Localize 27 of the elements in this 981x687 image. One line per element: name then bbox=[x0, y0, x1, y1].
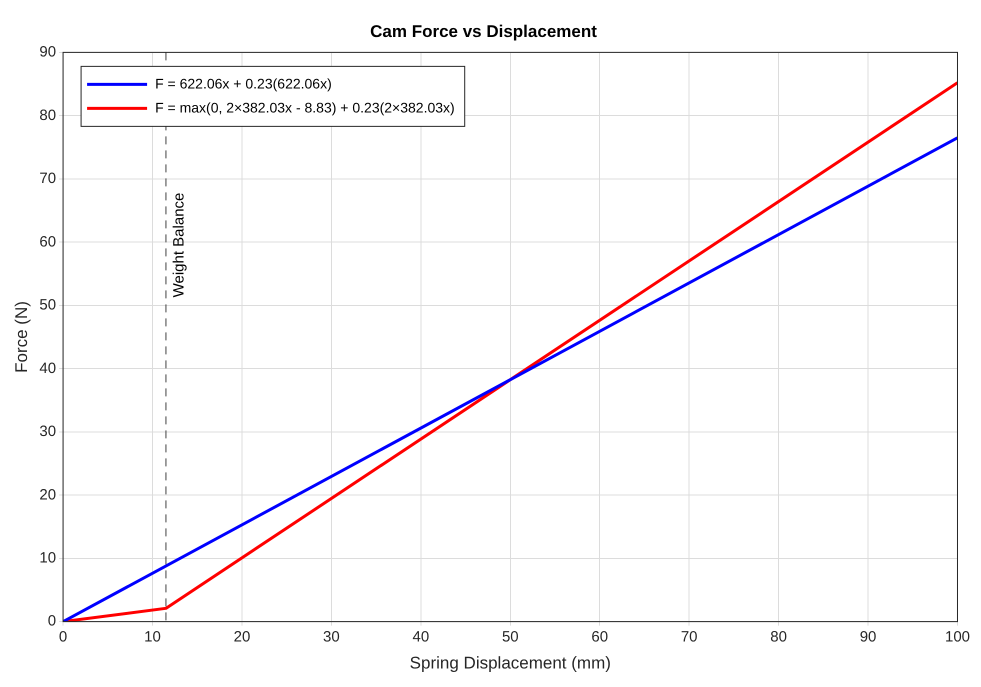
x-axis-title: Spring Displacement (mm) bbox=[410, 653, 611, 672]
legend-label: F = max(0, 2×382.03x - 8.83) + 0.23(2×382.03x) bbox=[155, 99, 455, 116]
y-tick-label: 30 bbox=[39, 423, 56, 440]
y-axis-title: Force (N) bbox=[12, 301, 31, 373]
ref-line-label: Weight Balance bbox=[170, 192, 188, 298]
x-tick-label: 30 bbox=[323, 628, 340, 646]
y-tick-label: 40 bbox=[39, 360, 56, 377]
x-tick-label: 0 bbox=[58, 628, 68, 646]
x-tick-label: 20 bbox=[234, 628, 250, 646]
x-tick-label: 100 bbox=[944, 628, 970, 646]
x-tick-label: 40 bbox=[412, 628, 430, 646]
x-tick-label: 60 bbox=[591, 628, 608, 646]
y-tick-label: 80 bbox=[39, 106, 56, 124]
chart-title: Cam Force vs Displacement bbox=[370, 22, 598, 41]
y-tick-label: 50 bbox=[39, 296, 56, 314]
x-tick-label: 10 bbox=[144, 628, 161, 646]
x-tick-label: 90 bbox=[860, 628, 876, 646]
y-tick-label: 10 bbox=[39, 549, 56, 566]
y-tick-label: 0 bbox=[48, 612, 56, 630]
y-tick-label: 70 bbox=[39, 170, 56, 188]
legend-label: F = 622.06x + 0.23(622.06x) bbox=[155, 75, 332, 92]
x-tick-label: 80 bbox=[770, 628, 787, 646]
y-tick-label: 60 bbox=[39, 233, 56, 250]
x-tick-label: 50 bbox=[502, 628, 519, 646]
y-tick-label: 90 bbox=[39, 44, 56, 61]
x-tick-label: 70 bbox=[680, 628, 698, 646]
y-tick-label: 20 bbox=[39, 486, 56, 504]
